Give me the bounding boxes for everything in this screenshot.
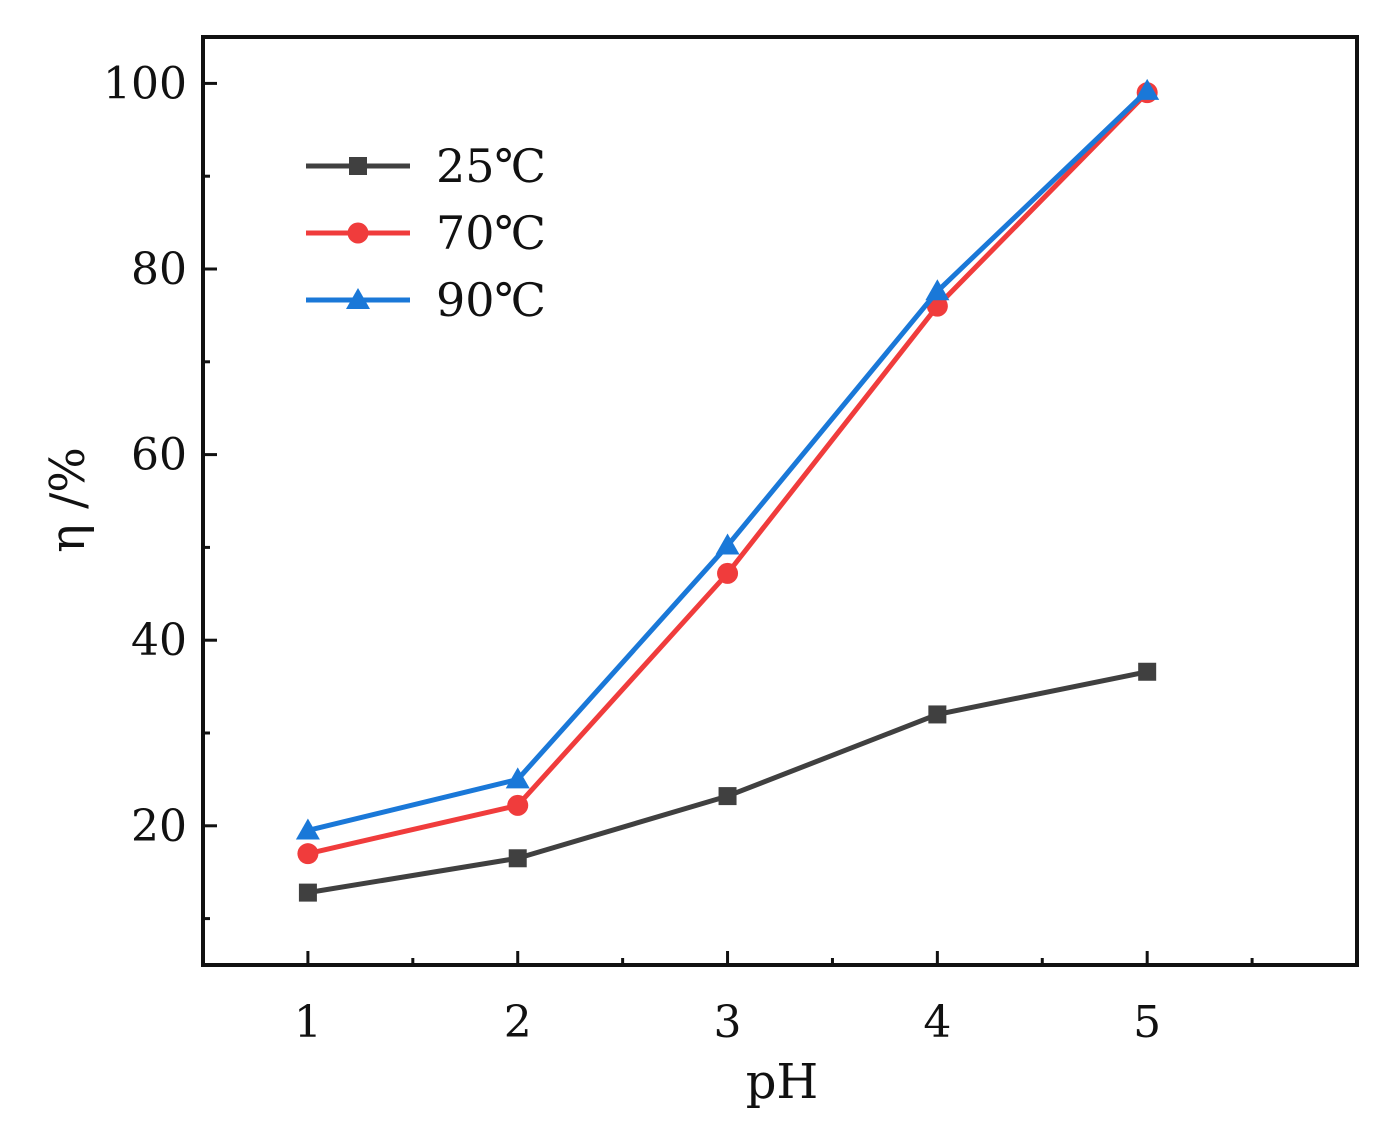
y-tick-label: 100 <box>103 58 187 109</box>
legend-marker <box>346 288 370 309</box>
series-line <box>307 90 1149 857</box>
legend-marker <box>347 222 369 244</box>
data-point <box>508 849 527 868</box>
legend-label: 25℃ <box>436 139 546 193</box>
legend: 25℃ 70℃ 90℃ <box>306 139 546 327</box>
series-90C <box>295 78 1160 840</box>
legend-item: 90℃ <box>306 273 546 327</box>
x-tick-label: 2 <box>504 997 532 1048</box>
data-point <box>295 818 320 840</box>
data-point <box>925 279 950 301</box>
legend-marker <box>349 157 367 175</box>
data-point <box>715 533 740 555</box>
data-point <box>928 705 947 724</box>
legend-label: 90℃ <box>436 273 546 327</box>
series-25C <box>298 662 1157 902</box>
data-point <box>717 562 739 584</box>
plot-frame <box>201 35 1359 967</box>
y-tick-label: 40 <box>131 615 187 666</box>
series-70C <box>297 82 1158 865</box>
data-point <box>718 787 737 806</box>
series-layer <box>295 78 1160 902</box>
data-point <box>298 883 317 902</box>
legend-item: 25℃ <box>306 139 546 193</box>
x-axis-label: pH <box>746 1054 819 1110</box>
y-tick-label: 20 <box>131 801 187 852</box>
series-line <box>307 89 1149 833</box>
data-point <box>1135 78 1160 100</box>
y-tick-label: 80 <box>131 244 187 295</box>
x-tick-label: 1 <box>294 997 322 1048</box>
data-point <box>507 794 529 816</box>
legend-label: 70℃ <box>436 206 546 260</box>
x-tick-label: 3 <box>714 997 742 1048</box>
data-point <box>1138 662 1157 681</box>
series-line <box>307 669 1148 896</box>
data-point <box>505 767 530 789</box>
y-axis-label: η /% <box>40 447 96 553</box>
y-axis: 20 40 60 80 100 <box>103 58 217 921</box>
x-tick-label: 4 <box>923 997 951 1048</box>
plot-border <box>201 35 1359 967</box>
y-tick-label: 60 <box>131 430 187 481</box>
data-point <box>297 843 319 865</box>
legend-item: 70℃ <box>306 206 546 260</box>
x-tick-label: 5 <box>1133 997 1161 1048</box>
x-axis: 1 2 3 4 5 <box>294 951 1254 1048</box>
